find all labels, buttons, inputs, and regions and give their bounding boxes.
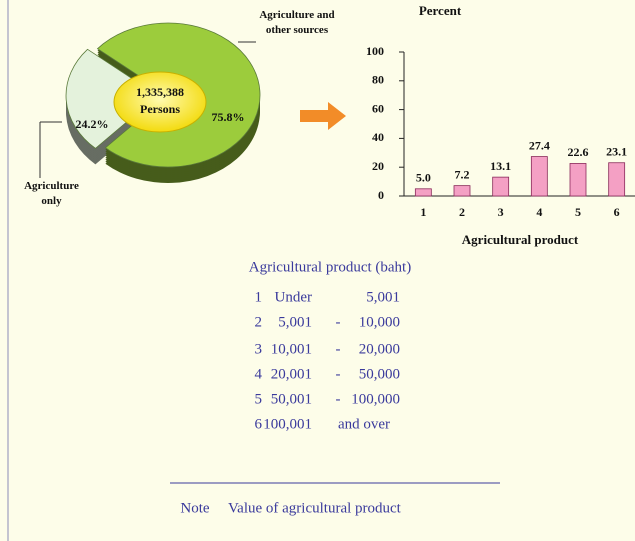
- bar: [453, 185, 471, 197]
- row-from: 5,001: [278, 314, 312, 330]
- bar: [608, 162, 626, 197]
- note-text: Value of agricultural product: [228, 500, 402, 516]
- bar: [569, 163, 587, 197]
- center-value: 1,335,388: [136, 85, 184, 99]
- row-dash: -: [336, 366, 341, 382]
- row-from: 100,001: [263, 416, 312, 432]
- row-dash: -: [336, 314, 341, 330]
- value-label: 22.6: [568, 145, 589, 159]
- y-tick-label: 0: [378, 188, 384, 202]
- row-to: 20,000: [359, 341, 400, 357]
- value-label: 5.0: [416, 171, 431, 185]
- x-tick-label: 5: [575, 205, 581, 219]
- legend: 1 Under 5,001 2 5,001 - 10,000 3 10,001 - 20,000 4 2…: [255, 289, 401, 432]
- row-number: 3: [255, 341, 263, 357]
- x-axis-label: Agricultural product: [462, 232, 579, 247]
- bar-chart: Percent Agricultural product 0 20 40 60 80 100 5…: [366, 3, 635, 247]
- category-label-box: Agriculture only: [24, 180, 79, 207]
- row-number: 6: [255, 416, 263, 432]
- row-to: and over: [338, 416, 390, 432]
- value-label: 7.2: [455, 167, 470, 181]
- value-label: 27.4: [529, 138, 550, 152]
- row-to: 10,000: [359, 314, 400, 330]
- bar: [530, 156, 548, 197]
- y-tick-label: 40: [372, 130, 384, 144]
- row-number: 5: [255, 391, 263, 407]
- y-tick-label: 20: [372, 159, 384, 173]
- category-label: Agriculture only: [24, 180, 79, 207]
- row-number: 4: [255, 366, 263, 382]
- bar: [492, 176, 510, 197]
- x-tick-label: 1: [420, 205, 426, 219]
- bar: [414, 188, 432, 197]
- y-tick-label: 80: [372, 73, 384, 87]
- arrow: [300, 102, 346, 130]
- row-to: 100,000: [351, 391, 400, 407]
- row-dash: -: [336, 391, 341, 407]
- row-dash: -: [336, 341, 341, 357]
- value-label: 75.8%: [212, 110, 245, 124]
- x-tick-label: 2: [459, 205, 465, 219]
- x-tick-label: 6: [614, 205, 620, 219]
- row-from: 20,001: [271, 366, 312, 382]
- row-number: 2: [255, 314, 263, 330]
- y-tick-label: 100: [366, 44, 384, 58]
- category-label: Agriculture and other sources: [259, 9, 335, 36]
- row-from: 50,001: [271, 391, 312, 407]
- row-to: 50,000: [359, 366, 400, 382]
- x-tick-label: 3: [498, 205, 504, 219]
- x-tick-label: 4: [536, 205, 542, 219]
- row-to: 5,001: [366, 289, 400, 305]
- center-unit: Persons: [140, 102, 180, 116]
- row-from: 10,001: [271, 341, 312, 357]
- value-label: 24.2%: [76, 117, 109, 131]
- center-ellipse: [113, 71, 207, 133]
- pie-chart: 1,335,388 Persons 24.2% 75.8% Agriculture on…: [24, 9, 335, 207]
- y-tick-label: 60: [372, 101, 384, 115]
- value-label: 23.1: [606, 144, 627, 158]
- category-label-box: Agriculture and other sources: [259, 9, 335, 36]
- legend-title: Agricultural product (baht): [249, 259, 411, 275]
- row-number: 1: [255, 289, 263, 305]
- value-label: 13.1: [490, 159, 511, 173]
- note-label: Note: [180, 500, 210, 516]
- row-from: Under: [275, 289, 313, 305]
- y-axis-label: Percent: [419, 3, 462, 18]
- pie-slice: [65, 48, 159, 149]
